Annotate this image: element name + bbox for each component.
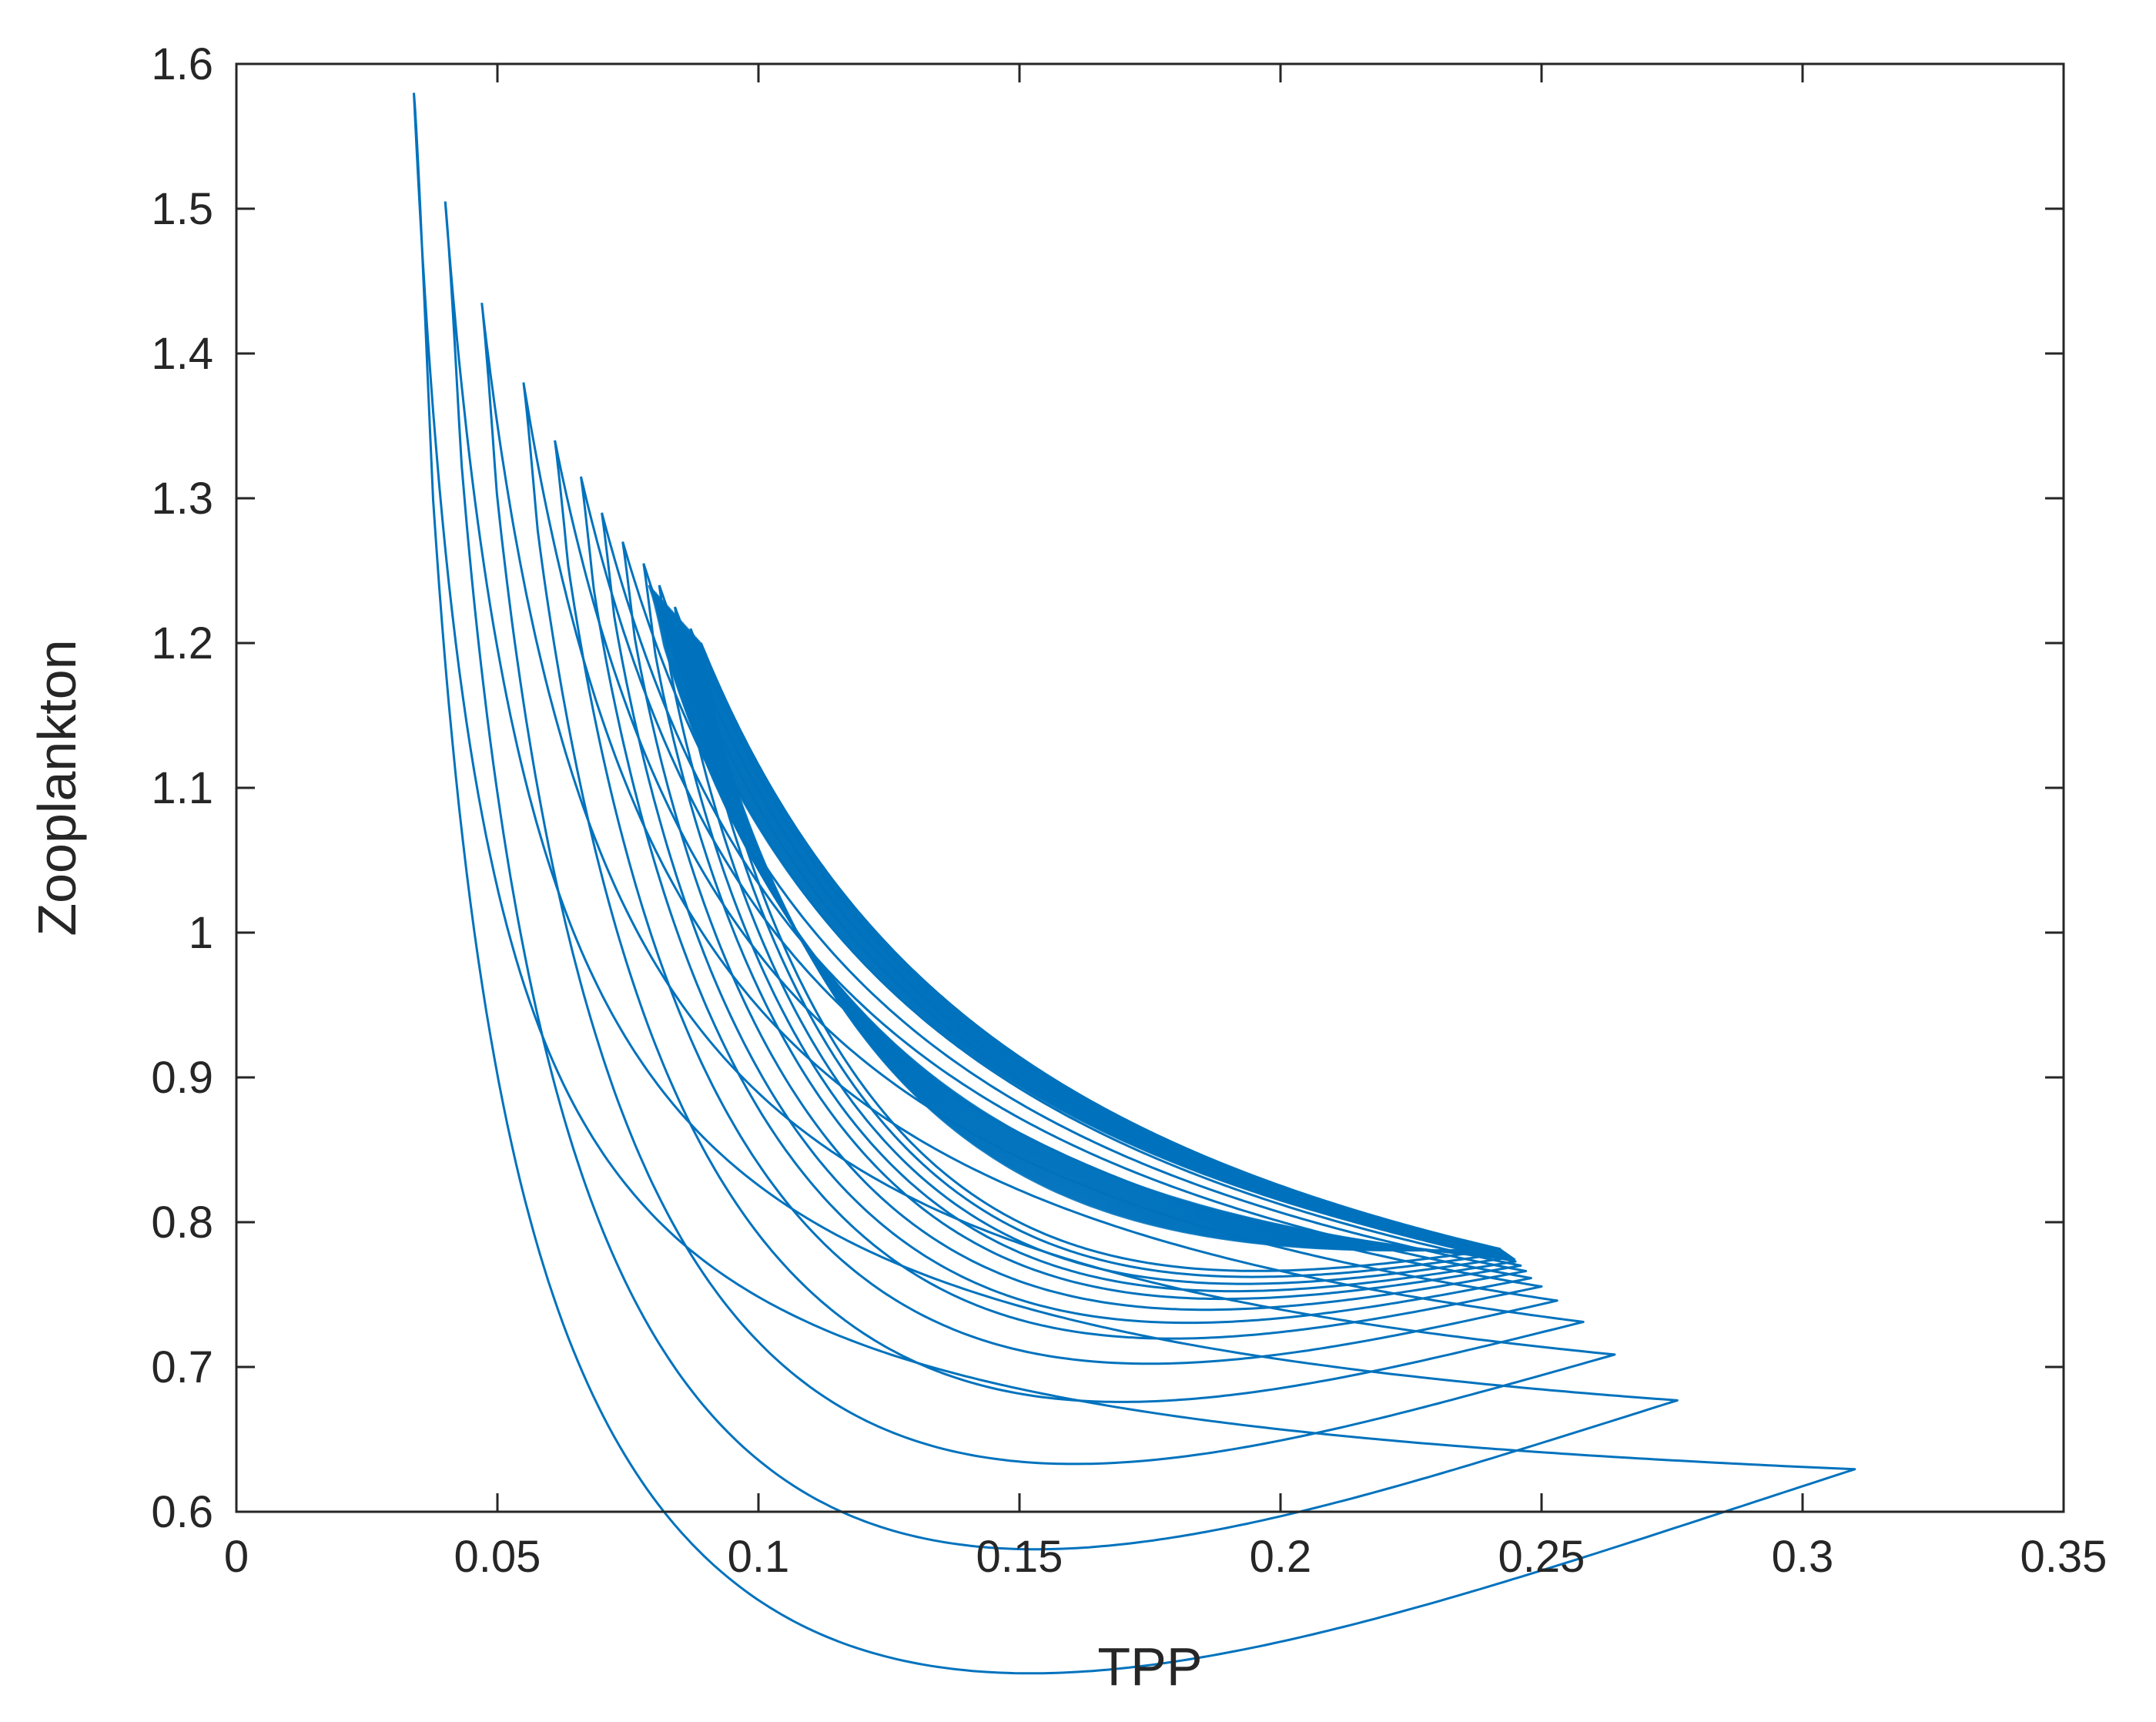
- x-tick-label: 0.3: [1772, 1532, 1834, 1582]
- y-tick-label: 1.4: [151, 329, 213, 379]
- y-axis-label: Zooplankton: [27, 639, 87, 936]
- y-tick-label: 0.9: [151, 1053, 213, 1103]
- x-tick-label: 0.25: [1498, 1532, 1585, 1582]
- y-tick-label: 0.7: [151, 1342, 213, 1392]
- x-tick-label: 0.2: [1250, 1532, 1312, 1582]
- trajectory-loop: [413, 92, 1856, 1675]
- plot-area: [235, 62, 2065, 1675]
- y-tick-label: 1: [189, 908, 213, 958]
- y-tick-label: 1.1: [151, 763, 213, 813]
- trajectory-loop: [554, 440, 1558, 1365]
- y-tick-label: 1.6: [151, 39, 213, 89]
- trajectory-series: [413, 92, 1856, 1675]
- attractor-loop: [700, 642, 1501, 1252]
- y-axis: 0.6 0.7 0.8 0.9 1 1.1 1.2 1.3 1.4 1.5 1.6: [151, 39, 2064, 1537]
- x-tick-label: 0: [224, 1532, 249, 1582]
- trajectory-loop: [580, 476, 1543, 1340]
- x-axis-label: TPP: [1097, 1637, 1202, 1697]
- x-tick-label: 0.35: [2020, 1532, 2107, 1582]
- y-tick-label: 0.6: [151, 1487, 213, 1537]
- trajectory-loop: [444, 201, 1679, 1551]
- y-tick-label: 1.2: [151, 618, 213, 668]
- y-tick-label: 0.8: [151, 1198, 213, 1248]
- x-axis: 0 0.05 0.1 0.15 0.2 0.25 0.3 0.35: [224, 64, 2107, 1582]
- trajectory-loop: [621, 541, 1528, 1312]
- y-tick-label: 1.5: [151, 184, 213, 234]
- y-tick-label: 1.3: [151, 474, 213, 524]
- trajectory-loop: [522, 382, 1585, 1403]
- x-tick-label: 0.05: [454, 1532, 541, 1582]
- x-tick-label: 0.1: [728, 1532, 790, 1582]
- x-tick-label: 0.15: [976, 1532, 1063, 1582]
